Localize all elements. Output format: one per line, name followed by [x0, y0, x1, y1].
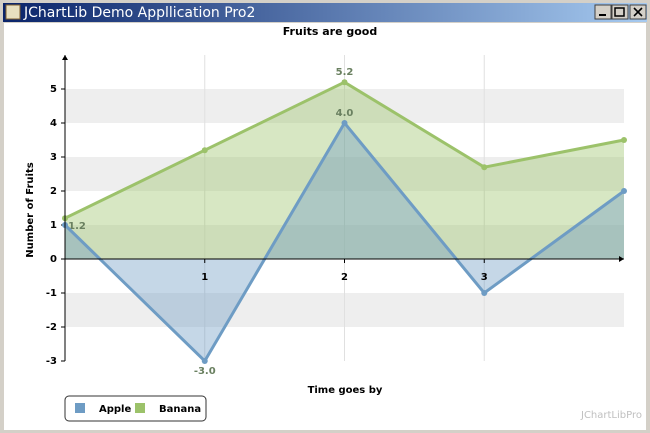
watermark: JChartLibPro — [580, 410, 642, 421]
x-tick-label: 2 — [341, 272, 348, 283]
y-tick-label: -1 — [46, 288, 57, 299]
data-point — [341, 120, 348, 126]
maximize-icon — [614, 7, 625, 17]
x-axis-label: Time goes by — [308, 385, 383, 396]
legend-swatch — [75, 403, 85, 413]
x-axis-arrow — [619, 256, 624, 262]
data-point — [621, 137, 627, 143]
minimize-button[interactable] — [594, 4, 612, 20]
legend-label: Banana — [159, 404, 201, 415]
data-point — [621, 188, 627, 194]
x-tick-label: 1 — [201, 272, 208, 283]
y-tick-label: 1 — [50, 220, 57, 231]
window-title: JChartLib Demo Appllication Pro2 — [23, 5, 255, 21]
y-axis-arrow — [62, 55, 68, 60]
area-fill — [65, 82, 624, 259]
y-tick-label: 2 — [50, 186, 57, 197]
data-label: 1.2 — [68, 221, 86, 232]
y-axis-label: Number of Fruits — [25, 162, 36, 257]
data-label: 4.0 — [336, 108, 354, 119]
y-tick-label: -3 — [46, 356, 57, 367]
area-fill — [65, 123, 624, 361]
y-tick-label: -2 — [46, 322, 57, 333]
data-label: -3.0 — [194, 366, 216, 377]
legend-label: Apple — [99, 404, 131, 415]
window-controls — [594, 4, 647, 20]
data-point — [201, 358, 208, 364]
data-point — [201, 147, 208, 154]
y-tick-label: 5 — [50, 84, 57, 95]
title-bar — [3, 3, 647, 22]
data-point — [481, 164, 488, 171]
y-tick-label: 3 — [50, 152, 57, 163]
data-point — [481, 290, 488, 296]
close-icon — [633, 7, 643, 17]
legend-swatch — [135, 403, 145, 413]
y-tick-label: 0 — [50, 254, 57, 265]
x-tick-label: 3 — [481, 272, 488, 283]
app-icon — [5, 4, 21, 20]
chart-title: Fruits are good — [283, 25, 377, 38]
y-tick-label: 4 — [50, 118, 57, 129]
data-label: 5.2 — [336, 67, 354, 78]
data-point — [341, 79, 348, 86]
